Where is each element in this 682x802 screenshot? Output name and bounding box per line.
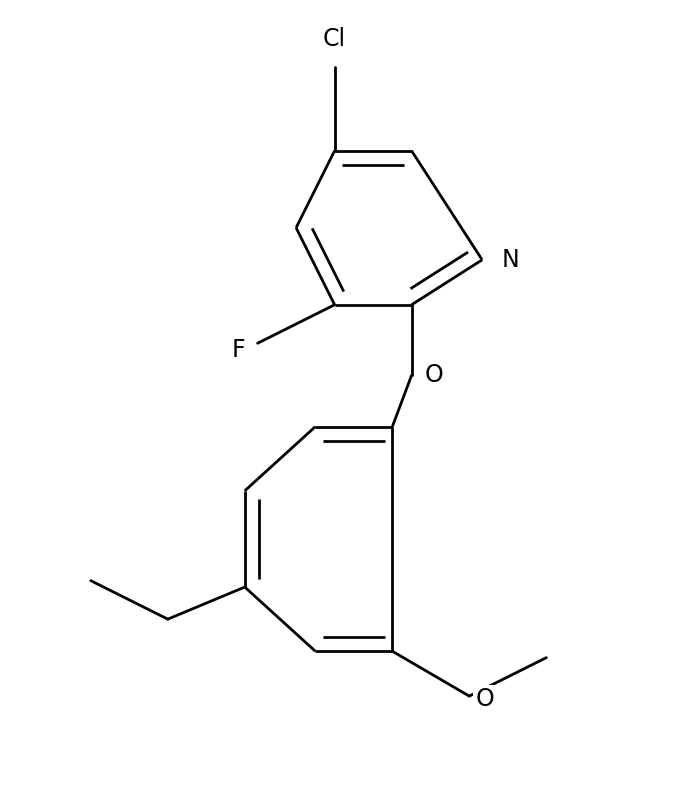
Text: Cl: Cl: [323, 27, 346, 51]
Text: N: N: [501, 248, 519, 272]
Text: O: O: [424, 363, 443, 387]
Text: O: O: [476, 687, 494, 711]
Text: F: F: [231, 338, 245, 362]
